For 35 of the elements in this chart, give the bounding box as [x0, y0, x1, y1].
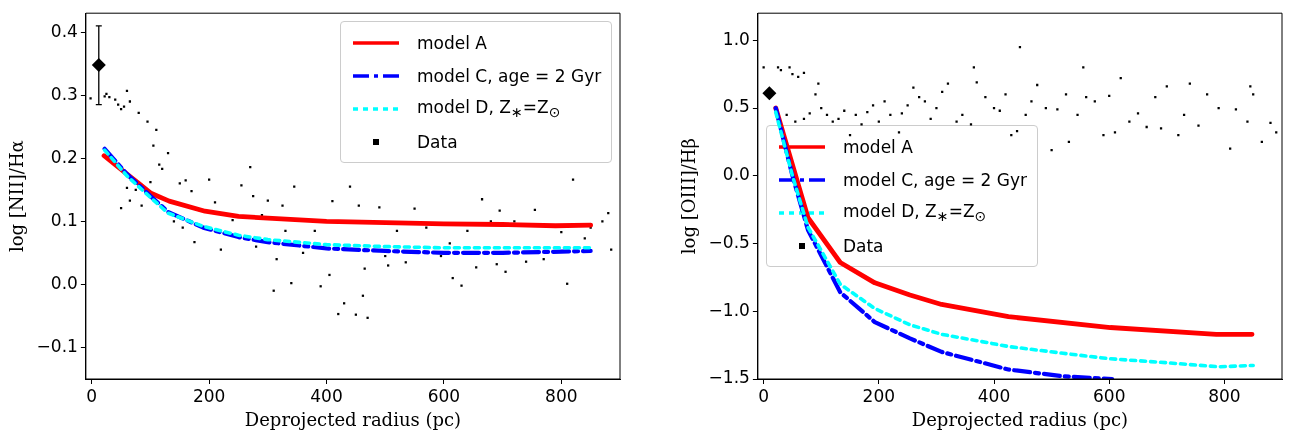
line-series [773, 105, 1115, 379]
legend-label: Data [417, 131, 458, 152]
x-tick-label: 800 [545, 385, 578, 406]
y-tick-label: 0.2 [50, 146, 78, 167]
x-tick-label: 0 [86, 385, 98, 406]
x-axis-title: Deprojected radius (pc) [244, 408, 462, 430]
y-tick-label: 0.4 [50, 20, 78, 41]
legend-label: model A [842, 136, 913, 157]
x-tick-label: 200 [862, 385, 896, 406]
y-tick-label: 0.5 [722, 96, 750, 117]
legend-label: model A [417, 32, 487, 53]
x-tick-label: 400 [310, 385, 343, 406]
legend-label: model C, age = 2 Gyr [842, 169, 1028, 190]
y-tick-label: −1.5 [708, 367, 750, 388]
x-tick-label: 800 [1208, 385, 1241, 406]
x-tick-label: 400 [977, 385, 1011, 406]
y-tick-label: −0.5 [708, 231, 750, 252]
y-tick-label: 0.3 [50, 83, 78, 104]
y-tick-label: −0.1 [36, 335, 78, 356]
legend-label: model D, Z$_{∗}$=Z$_{⊙}$ [842, 200, 987, 225]
x-axis-title: Deprojected radius (pc) [911, 408, 1129, 430]
x-tick-label: 600 [1092, 385, 1126, 406]
x-tick-label: 0 [758, 385, 770, 406]
y-tick-label: 0.0 [50, 272, 78, 293]
legend-label: model D, Z$_{∗}$=Z$_{⊙}$ [417, 96, 561, 121]
x-tick-label: 600 [427, 385, 461, 406]
y-tick-label: 0.1 [50, 209, 78, 230]
y-axis-title: log [NII]/Hα [6, 140, 28, 252]
y-tick-label: 0.0 [722, 164, 750, 185]
legend-label: Data [842, 235, 884, 256]
y-axis-title: log [OIII]/Hβ [678, 138, 700, 255]
y-tick-label: 1.0 [722, 28, 750, 49]
x-tick-label: 200 [192, 385, 226, 406]
legend-label: model C, age = 2 Gyr [417, 65, 602, 86]
y-tick-label: −1.0 [708, 299, 750, 320]
